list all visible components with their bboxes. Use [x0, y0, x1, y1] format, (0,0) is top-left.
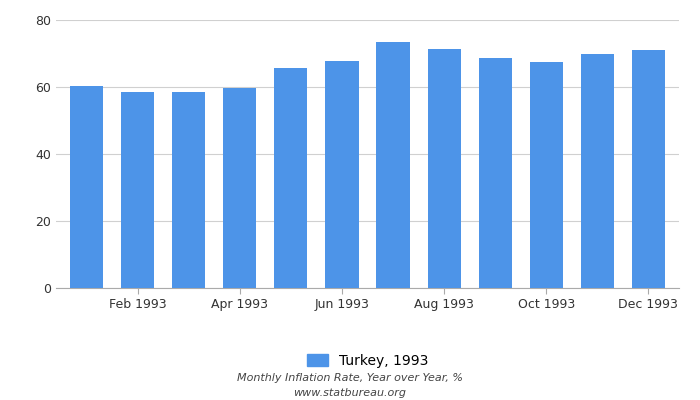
Bar [428, 50, 461, 288]
Bar [530, 62, 563, 288]
Bar [70, 86, 103, 288]
Bar [274, 68, 307, 288]
Bar [172, 92, 205, 288]
Bar [479, 58, 512, 288]
Bar [121, 92, 154, 288]
Bar [326, 61, 358, 288]
Text: Monthly Inflation Rate, Year over Year, %: Monthly Inflation Rate, Year over Year, … [237, 373, 463, 383]
Bar [581, 54, 614, 288]
Bar [377, 42, 410, 288]
Text: www.statbureau.org: www.statbureau.org [293, 388, 407, 398]
Legend: Turkey, 1993: Turkey, 1993 [307, 354, 428, 368]
Bar [632, 50, 665, 288]
Bar [223, 88, 256, 288]
